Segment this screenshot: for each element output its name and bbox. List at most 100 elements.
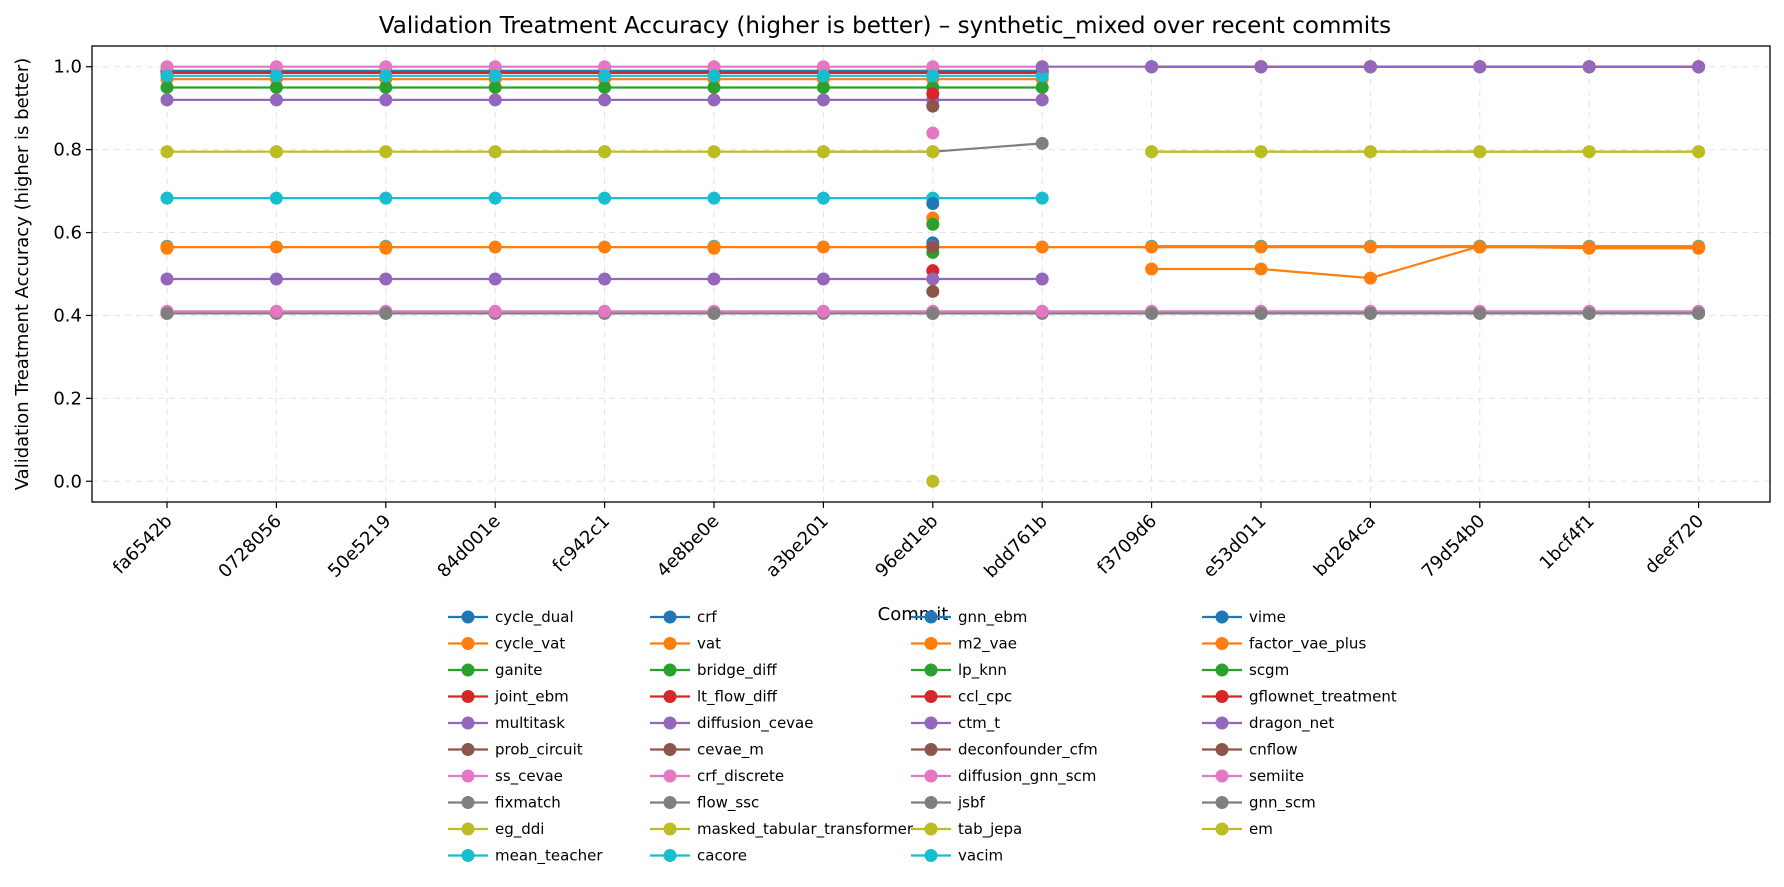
data-point (1254, 306, 1268, 320)
legend-marker (461, 637, 475, 650)
data-point (926, 284, 940, 298)
data-point (160, 93, 174, 107)
legend-marker (663, 716, 677, 730)
x-tick-label: fc942c1 (548, 511, 614, 577)
legend-label: deconfounder_cfm (958, 741, 1098, 760)
data-point (379, 191, 393, 205)
data-point (1473, 306, 1487, 320)
data-point (1145, 262, 1159, 276)
legend-label: bridge_diff (697, 661, 777, 680)
x-tick-label: 96ed1eb (871, 511, 942, 582)
data-point (707, 272, 721, 286)
data-point (1363, 240, 1377, 254)
data-point (488, 240, 502, 254)
legend-item: multitask (448, 714, 565, 732)
legend-marker (663, 796, 677, 809)
legend-item: gnn_scm (1202, 794, 1316, 813)
legend-label: mean_teacher (495, 847, 603, 866)
data-point (1692, 240, 1706, 254)
legend-item: flow_ssc (650, 794, 759, 813)
legend-marker (663, 690, 677, 703)
x-tick-label: 1bcf4f1 (1536, 511, 1599, 574)
data-point (598, 69, 612, 83)
series-crf_discrete (926, 126, 940, 140)
legend-marker (924, 796, 938, 809)
y-tick-label: 0.0 (53, 471, 82, 492)
data-point (488, 80, 502, 94)
legend-marker (1215, 663, 1229, 677)
series-layer (160, 60, 1706, 488)
series-tab_jepa (160, 145, 1706, 159)
legend-item: vacim (911, 847, 1003, 865)
y-tick-label: 0.8 (53, 140, 82, 161)
legend-label: cycle_dual (495, 608, 574, 627)
legend-label: masked_tabular_transformer (697, 820, 914, 839)
series-ss_cevae (160, 60, 1049, 74)
series-mean_teacher (160, 191, 1049, 205)
legend-marker (1215, 769, 1229, 783)
legend-label: gflownet_treatment (1249, 688, 1397, 707)
legend-marker (461, 822, 475, 836)
y-axis: 0.0 0.2 0.4 0.6 0.8 1.0 (53, 57, 92, 492)
legend-marker (461, 610, 475, 624)
data-point (926, 217, 940, 231)
legend-marker (924, 849, 938, 862)
data-point (1035, 136, 1049, 150)
chart-title: Validation Treatment Accuracy (higher is… (379, 13, 1391, 39)
legend-label: vat (697, 635, 721, 653)
data-point (816, 69, 830, 83)
x-tick-label: fa6542b (109, 511, 177, 579)
legend-marker (1215, 822, 1229, 836)
data-point (488, 304, 502, 318)
y-tick-label: 1.0 (53, 57, 82, 78)
x-tick-label: bdd761b (980, 511, 1051, 582)
data-point (1254, 145, 1268, 159)
data-point (707, 145, 721, 159)
data-point (1363, 60, 1377, 74)
legend-marker (924, 822, 938, 836)
legend-marker (924, 690, 938, 703)
legend-label: vacim (958, 847, 1003, 865)
legend-marker (1215, 610, 1229, 624)
legend-marker (1215, 637, 1229, 650)
legend-item: jsbf (911, 794, 986, 812)
legend-label: eg_ddi (495, 820, 544, 839)
legend-label: cevae_m (697, 741, 764, 760)
series-multitask (160, 93, 1049, 107)
legend-label: gnn_ebm (958, 608, 1027, 627)
data-point (160, 145, 174, 159)
legend-label: em (1249, 820, 1273, 838)
legend-label: gnn_scm (1249, 794, 1316, 813)
data-point (269, 240, 283, 254)
data-point (160, 69, 174, 83)
series-masked_tabular_transformer (926, 474, 940, 488)
legend-label: crf_discrete (697, 767, 784, 786)
legend-marker (924, 610, 938, 624)
data-point (488, 191, 502, 205)
legend-item: ss_cevae (448, 767, 563, 786)
legend-item: ganite (448, 661, 543, 679)
legend-label: flow_ssc (697, 794, 759, 813)
legend-item: crf (650, 608, 717, 626)
data-point (598, 240, 612, 254)
data-point (269, 93, 283, 107)
legend-label: jsbf (957, 794, 986, 812)
data-point (926, 474, 940, 488)
data-point (926, 306, 940, 320)
data-point (598, 272, 612, 286)
legend-item: mean_teacher (448, 847, 603, 866)
legend-marker (663, 769, 677, 783)
data-point (1254, 262, 1268, 276)
data-point (379, 60, 393, 74)
data-point (1035, 304, 1049, 318)
legend-item: tab_jepa (911, 820, 1022, 839)
data-point (816, 80, 830, 94)
data-point (160, 306, 174, 320)
legend-marker (461, 796, 475, 809)
data-point (488, 272, 502, 286)
legend-label: diffusion_cevae (697, 714, 813, 733)
legend-label: dragon_net (1249, 714, 1334, 733)
data-point (1035, 240, 1049, 254)
data-point (269, 272, 283, 286)
